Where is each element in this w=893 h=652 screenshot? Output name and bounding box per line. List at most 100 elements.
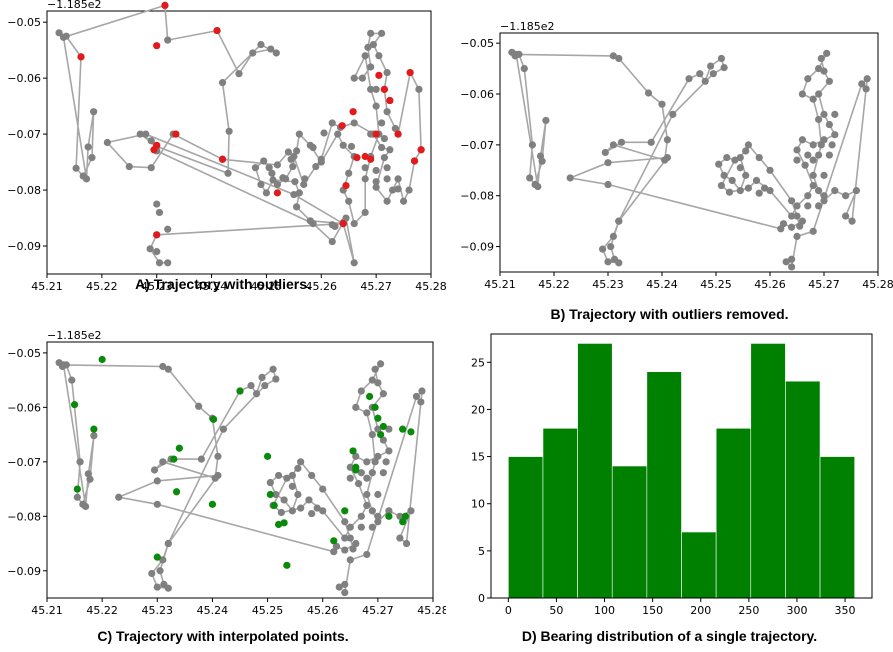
trajectory-point (115, 493, 123, 501)
trajectory-point (761, 184, 769, 192)
trajectory-point (379, 436, 387, 444)
trajectory-point (319, 507, 327, 515)
trajectory-point (380, 134, 388, 143)
outlier-point (218, 155, 227, 163)
trajectory-point (272, 375, 280, 383)
trajectory-point (349, 545, 357, 553)
interpolated-point (209, 415, 218, 423)
trajectory-point (142, 130, 150, 138)
trajectory-point (159, 556, 167, 564)
interpolated-point (365, 392, 374, 401)
trajectory-point (350, 220, 358, 228)
trajectory-point (728, 176, 736, 185)
trajectory-point (663, 153, 671, 162)
trajectory-point (352, 403, 360, 411)
trajectory-point (350, 119, 358, 127)
trajectory-point (346, 474, 354, 482)
histogram-bar (577, 343, 613, 599)
trajectory-point (820, 110, 828, 118)
trajectory-point (252, 390, 261, 398)
trajectory-point (219, 425, 228, 433)
x-tick-label: 45.21 (484, 278, 516, 290)
trajectory-point (159, 458, 167, 466)
interpolated-point (349, 447, 357, 455)
trajectory-point (90, 108, 98, 116)
trajectory-point (820, 67, 828, 75)
panel-d: 0 50 100 150 200 250 300 350 0 5 10 15 20 25 D) Beari… (446, 326, 893, 652)
trajectory-point (153, 200, 161, 208)
trajectory-point (820, 197, 828, 205)
trajectory-point (297, 458, 305, 466)
trajectory-point (301, 175, 309, 183)
trajectory-point (815, 187, 823, 195)
trajectory-point (293, 147, 301, 155)
trajectory-point (418, 387, 426, 395)
y-offset-label: −1.185e2 (47, 329, 101, 342)
trajectory-point (331, 222, 339, 231)
trajectory-point (153, 248, 161, 256)
interpolated-point (379, 422, 387, 431)
trajectory-point (363, 550, 371, 559)
trajectory-point (402, 539, 411, 548)
trajectory-point (269, 365, 277, 373)
outlier-point (367, 155, 375, 163)
trajectory-point (399, 197, 408, 205)
trajectory-point (796, 222, 804, 230)
trajectory-point (288, 507, 296, 515)
x-tick-label: 45.24 (196, 280, 228, 290)
trajectory-point (715, 160, 723, 168)
trajectory-point (815, 90, 823, 98)
histogram-bar (681, 531, 717, 599)
trajectory-point (354, 480, 363, 488)
trajectory-point (766, 187, 774, 195)
trajectory-point (798, 136, 806, 144)
trajectory-point (709, 70, 717, 78)
y-tick-label: −0.06 (7, 72, 41, 85)
trajectory-point (364, 43, 372, 51)
trajectory-point (755, 189, 763, 197)
plot-frame (46, 10, 432, 275)
trajectory-point (372, 178, 380, 186)
outlier-point (338, 122, 346, 130)
trajectory-point (341, 534, 349, 542)
y-tick-label: −0.07 (7, 128, 41, 141)
y-tick-label: −0.09 (460, 241, 494, 254)
outlier-point (77, 53, 85, 61)
trajectory-point (305, 496, 313, 504)
trajectory-point (147, 164, 155, 172)
trajectory-point (225, 127, 233, 135)
trajectory-point (374, 425, 382, 433)
y-tick-label: −0.05 (7, 16, 41, 29)
trajectory-point (261, 381, 269, 390)
x-tick-label: 250 (738, 604, 759, 617)
trajectory-point (383, 164, 391, 172)
trajectory-point (396, 512, 404, 520)
x-tick-label: 45.28 (862, 278, 893, 290)
y-tick-label: −0.07 (7, 456, 41, 469)
trajectory-point (218, 79, 227, 87)
chart-d-svg: 0 50 100 150 200 250 300 350 0 5 10 15 20 25 (471, 333, 873, 617)
interpolated-point (270, 501, 278, 510)
trajectory-point (155, 259, 164, 267)
trajectory-point (257, 40, 265, 49)
trajectory-point (339, 141, 347, 149)
trajectory-point (378, 143, 386, 152)
outlier-point (213, 26, 221, 35)
histogram-bar (819, 456, 855, 599)
trajectory-point (284, 148, 292, 156)
trajectory-point (268, 169, 276, 177)
trajectory-point (669, 110, 677, 118)
trajectory-point (536, 152, 545, 160)
panel-b: 45.21 45.22 45.23 45.24 45.25 45.26 45.27 45.28… (446, 0, 893, 326)
plot-frame (499, 32, 879, 273)
trajectory-point (412, 392, 421, 401)
trajectory-point (367, 29, 375, 37)
trajectory-point (272, 49, 280, 57)
trajectory-point (308, 509, 316, 518)
trajectory-point (644, 89, 653, 97)
trajectory-point (147, 137, 155, 145)
interpolated-point (385, 512, 393, 520)
trajectory-point (309, 143, 317, 152)
trajectory-point (615, 259, 623, 267)
trajectory-point (863, 75, 871, 83)
